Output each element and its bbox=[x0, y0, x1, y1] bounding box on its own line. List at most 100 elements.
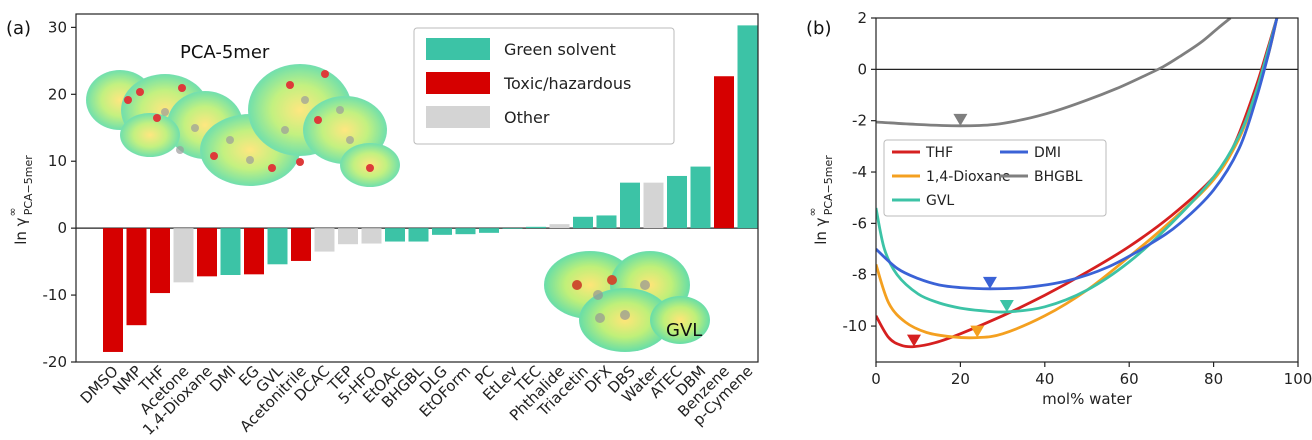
atom-marker bbox=[124, 96, 132, 104]
bar-5-hfo bbox=[361, 228, 382, 244]
y-tick-label: -10 bbox=[843, 317, 868, 335]
atom-marker bbox=[226, 136, 234, 144]
x-tick-label: 20 bbox=[951, 370, 970, 388]
minimum-marker-thf bbox=[906, 334, 921, 347]
legend-label: THF bbox=[925, 145, 953, 161]
bar-nmp bbox=[126, 228, 147, 326]
bar-gvl bbox=[267, 228, 288, 265]
atom-marker bbox=[314, 116, 322, 124]
y-tick-label: -8 bbox=[852, 266, 867, 284]
bar-dmso bbox=[103, 228, 123, 352]
legend-box bbox=[883, 139, 1107, 217]
bar-1-4-dioxane bbox=[197, 228, 217, 277]
bar-tep bbox=[338, 228, 358, 245]
legend-label: DMI bbox=[1034, 145, 1061, 161]
molecule-surfaces: PCA-5mer GVL bbox=[86, 42, 710, 352]
bar-dbm bbox=[690, 166, 711, 229]
bar-atec bbox=[667, 175, 687, 229]
minimum-marker-gvl bbox=[999, 299, 1014, 312]
atom-marker bbox=[595, 313, 605, 323]
panel-b-legend: THF 1,4-Dioxane GVL DMI BHGBL bbox=[883, 139, 1107, 217]
bar-dcac bbox=[314, 228, 335, 252]
x-tick-label: DMI bbox=[206, 362, 239, 395]
panel-a-frame bbox=[75, 13, 759, 363]
y-tick-label: 2 bbox=[857, 9, 867, 27]
atom-marker bbox=[136, 88, 144, 96]
y-tick-label: 20 bbox=[48, 85, 67, 103]
x-tick-label: 60 bbox=[1120, 370, 1139, 388]
minimum-marker-bhgbl bbox=[953, 113, 968, 126]
panel-a: (a) -20 -10 0 10 20 30 ln γ∞ PCA−5mer PCA-5mer… bbox=[6, 13, 759, 439]
bar-bhgbl bbox=[408, 228, 429, 242]
minimum-marker-dmi bbox=[982, 276, 997, 289]
series-line-gvl bbox=[876, 18, 1279, 314]
atom-marker bbox=[346, 136, 354, 144]
bar-dbs bbox=[620, 182, 640, 229]
panel-a-label: (a) bbox=[6, 18, 31, 39]
legend-label: Toxic/hazardous bbox=[503, 74, 631, 93]
atom-marker bbox=[321, 70, 329, 78]
panel-b: (b) 0 20 40 60 80 100 -10 -8 -6 -4 -2 0 2 ln γ∞ PCA−5… bbox=[806, 9, 1312, 408]
bar-p-cymene bbox=[737, 25, 758, 229]
x-tick-label: 100 bbox=[1284, 370, 1312, 388]
legend-label: BHGBL bbox=[1034, 169, 1083, 185]
y-tick-label: -6 bbox=[852, 214, 867, 232]
atom-marker bbox=[281, 126, 289, 134]
panel-b-y-label: ln γ∞ PCA−5mer bbox=[806, 155, 835, 245]
bar-acetone bbox=[173, 228, 194, 283]
bar-thf bbox=[150, 228, 170, 294]
atom-marker bbox=[178, 84, 186, 92]
atom-marker bbox=[153, 114, 161, 122]
atom-marker bbox=[161, 108, 169, 116]
atom-marker bbox=[176, 146, 184, 154]
panel-b-x-label: mol% water bbox=[1042, 390, 1133, 408]
atom-marker bbox=[593, 290, 603, 300]
minimum-marker-dioxane bbox=[970, 325, 985, 338]
bar-dmi bbox=[220, 228, 241, 275]
atom-marker bbox=[607, 275, 617, 285]
bar-phthalide bbox=[549, 224, 570, 229]
y-tick-label: -10 bbox=[43, 286, 68, 304]
gvl-annotation: GVL bbox=[666, 320, 702, 341]
atom-marker bbox=[210, 152, 218, 160]
atom-marker bbox=[620, 310, 630, 320]
series-line-thf bbox=[876, 18, 1279, 349]
legend-label: GVL bbox=[926, 193, 954, 209]
atom-marker bbox=[286, 81, 294, 89]
bar-acetonitrile bbox=[291, 228, 311, 261]
bar-benzene bbox=[714, 76, 734, 229]
bar-etoform bbox=[455, 228, 476, 235]
atom-marker bbox=[366, 164, 374, 172]
bar-pc bbox=[479, 228, 499, 233]
y-tick-label: 30 bbox=[48, 18, 67, 36]
y-tick-label: 10 bbox=[48, 152, 67, 170]
panel-b-axes: 0 20 40 60 80 100 -10 -8 -6 -4 -2 0 2 bbox=[843, 9, 1312, 388]
panel-b-series bbox=[876, 18, 1279, 349]
bar-eg bbox=[244, 228, 264, 275]
bar-dlg bbox=[432, 228, 452, 235]
y-axis-title: ln γ∞ PCA−5mer bbox=[6, 155, 35, 245]
panel-b-label: (b) bbox=[806, 18, 831, 39]
legend-label: Green solvent bbox=[504, 40, 616, 59]
atom-marker bbox=[268, 164, 276, 172]
bar-etlev bbox=[502, 228, 523, 229]
bar-water bbox=[643, 182, 664, 229]
x-tick-label: 80 bbox=[1204, 370, 1223, 388]
atom-marker bbox=[572, 280, 582, 290]
bar-dfx bbox=[596, 215, 617, 229]
y-tick-label: 0 bbox=[57, 219, 67, 237]
series-line-bhgbl bbox=[876, 18, 1232, 128]
x-tick-label: 0 bbox=[871, 370, 881, 388]
gvl-surface bbox=[544, 251, 710, 352]
panel-a-legend: Green solvent Toxic/hazardous Other bbox=[413, 27, 675, 145]
panel-a-y-label: ln γ∞ PCA−5mer bbox=[6, 155, 35, 245]
x-tick-label: 40 bbox=[1035, 370, 1054, 388]
legend-swatch bbox=[426, 72, 490, 94]
legend-label: Other bbox=[504, 108, 550, 127]
atom-marker bbox=[296, 158, 304, 166]
legend-swatch bbox=[426, 106, 490, 128]
bar-tec bbox=[526, 226, 546, 229]
atom-marker bbox=[640, 280, 650, 290]
pca-5mer-surface bbox=[86, 64, 400, 187]
y-axis-title: ln γ∞ PCA−5mer bbox=[806, 155, 835, 245]
